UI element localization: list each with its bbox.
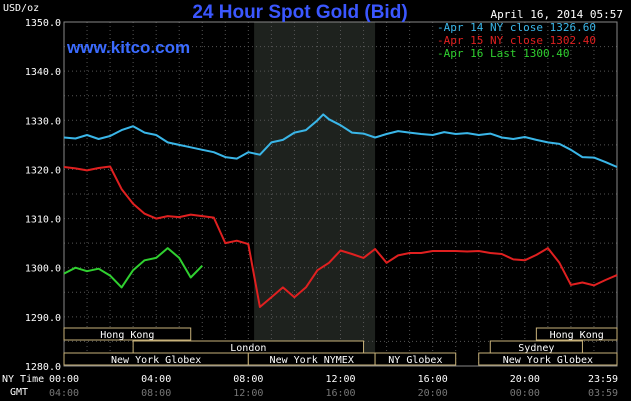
plot-border — [63, 21, 618, 367]
y-tick-label: 1330.0 — [25, 116, 61, 127]
session-label: New York Globex — [503, 355, 593, 366]
ny-time-label: NY Time — [2, 374, 45, 385]
y-tick-label: 1300.0 — [25, 264, 61, 275]
x-tick-label-gmt: 00:00 — [510, 388, 540, 399]
series-line-2 — [63, 247, 204, 289]
x-tick-label-ny: 00:00 — [49, 374, 79, 385]
x-tick-label-gmt: 12:00 — [233, 388, 263, 399]
session-label: NY Globex — [388, 355, 442, 366]
legend-item-apr14: -Apr 14 NY close 1326.60 — [437, 21, 596, 34]
legend: -Apr 14 NY close 1326.60 -Apr 15 NY clos… — [437, 21, 596, 60]
y-tick-label: 1280.0 — [25, 362, 61, 373]
y-tick-label: 1310.0 — [25, 215, 61, 226]
x-tick-label-ny: 16:00 — [418, 374, 448, 385]
legend-item-apr15: -Apr 15 NY close 1302.40 — [437, 34, 596, 47]
session-bar — [63, 327, 192, 341]
chart-date: April 16, 2014 05:57 — [490, 8, 623, 21]
session-label: Hong Kong — [550, 330, 604, 341]
site-url[interactable]: www.kitco.com — [67, 38, 191, 57]
gmt-label: GMT — [10, 387, 29, 398]
session-label: Sydney — [518, 343, 554, 354]
x-tick-label-gmt: 03:59 — [588, 388, 618, 399]
nymex-highlight — [254, 22, 376, 366]
x-tick-label-ny: 12:00 — [325, 374, 355, 385]
y-axis-unit: USD/oz — [3, 3, 40, 14]
x-tick-label-ny: 08:00 — [233, 374, 263, 385]
legend-item-apr16: -Apr 16 Last 1300.40 — [437, 47, 570, 60]
series-line-1 — [63, 165, 618, 308]
session-label: London — [230, 343, 266, 354]
x-tick-label-gmt: 08:00 — [141, 388, 171, 399]
session-bar — [478, 352, 618, 366]
x-tick-label-ny: 20:00 — [510, 374, 540, 385]
y-tick-label: 1290.0 — [25, 313, 61, 324]
x-tick-label-gmt: 04:00 — [49, 388, 79, 399]
x-tick-label-gmt: 20:00 — [418, 388, 448, 399]
session-bar — [535, 327, 618, 341]
x-tick-label-ny: 04:00 — [141, 374, 171, 385]
session-bar — [374, 352, 457, 366]
y-tick-label: 1340.0 — [25, 67, 61, 78]
y-tick-label: 1320.0 — [25, 165, 61, 176]
session-label: New York NYMEX — [270, 355, 354, 366]
series-line-0 — [63, 113, 618, 168]
session-label: Hong Kong — [100, 330, 154, 341]
chart-title: 24 Hour Spot Gold (Bid) — [192, 2, 408, 23]
x-tick-label-gmt: 16:00 — [325, 388, 355, 399]
x-tick-label-ny: 23:59 — [588, 374, 618, 385]
session-label: New York Globex — [111, 355, 201, 366]
y-tick-label: 1350.0 — [25, 18, 61, 29]
